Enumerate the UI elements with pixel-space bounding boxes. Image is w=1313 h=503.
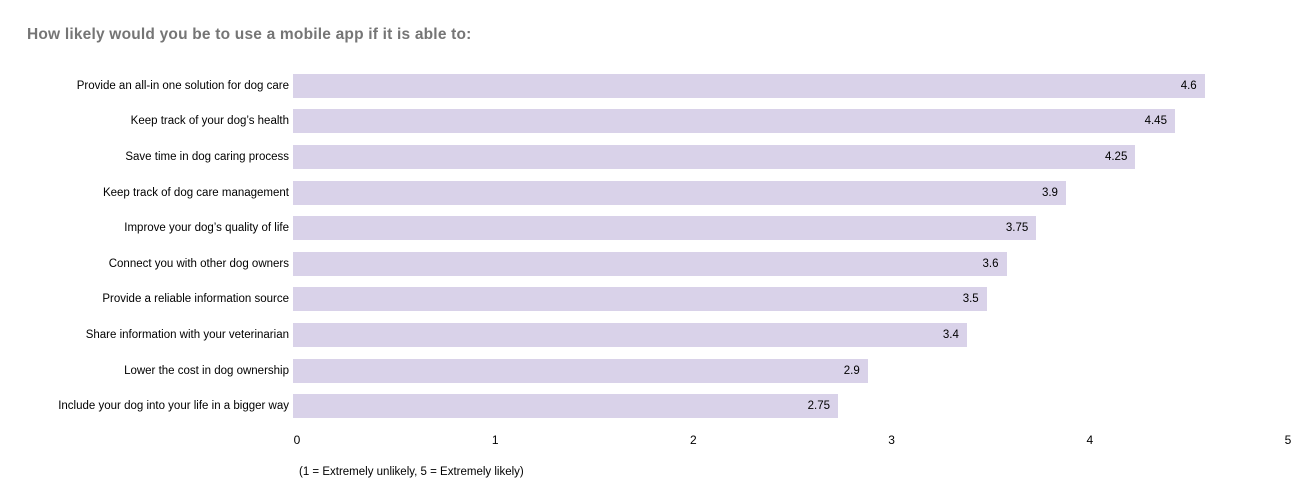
chart-row: Connect you with other dog owners 3.6: [27, 246, 1288, 282]
chart-row: Include your dog into your life in a big…: [27, 388, 1288, 424]
value-label: 3.9: [1041, 186, 1058, 199]
x-tick-label: 4: [1086, 433, 1094, 447]
bar-area: 4.45: [293, 109, 1284, 134]
bar: 3.9: [293, 180, 1066, 205]
x-tick-label: 2: [690, 433, 697, 447]
bar-area: 4.6: [293, 73, 1284, 98]
category-label: Keep track of your dog’s health: [130, 115, 289, 128]
chart-row: Save time in dog caring process 4.25: [27, 139, 1288, 175]
value-label: 3.6: [982, 257, 999, 270]
x-tick-label: 1: [491, 433, 499, 447]
value-label: 4.25: [1104, 150, 1128, 163]
category-label: Provide an all-in one solution for dog c…: [76, 79, 289, 92]
bar: 4.25: [293, 144, 1136, 169]
category-label: Share information with your veterinarian: [85, 328, 289, 341]
value-label: 3.4: [942, 328, 959, 341]
x-tick-label: 3: [888, 433, 895, 447]
value-label: 4.45: [1144, 115, 1167, 128]
bar: 2.9: [293, 358, 868, 383]
category-label: Connect you with other dog owners: [108, 257, 289, 270]
bar: 3.5: [293, 287, 987, 312]
bar: 3.6: [293, 251, 1007, 276]
value-label: 3.5: [962, 293, 979, 306]
x-tick-label: 0: [293, 433, 301, 447]
axis-footnote: (1 = Extremely unlikely, 5 = Extremely l…: [299, 466, 524, 478]
chart-row: Keep track of dog care management 3.9: [27, 175, 1288, 211]
bar-area: 3.6: [293, 251, 1284, 276]
bar: 3.4: [293, 322, 967, 347]
bar: 3.75: [293, 216, 1037, 241]
category-label: Keep track of dog care management: [102, 186, 289, 199]
bar: 2.75: [293, 394, 839, 419]
value-label: 2.75: [807, 400, 831, 413]
bar-area: 3.9: [293, 180, 1284, 205]
bar-area: 3.5: [293, 287, 1284, 312]
chart-row: Lower the cost in dog ownership 2.9: [27, 353, 1288, 389]
bar: 4.45: [293, 109, 1175, 134]
value-label: 2.9: [843, 364, 860, 377]
chart-row: Keep track of your dog’s health 4.45: [27, 104, 1288, 140]
value-label: 4.6: [1180, 79, 1197, 92]
category-label: Save time in dog caring process: [125, 150, 289, 163]
x-tick-label: 5: [1284, 433, 1292, 447]
value-label: 3.75: [1005, 222, 1029, 235]
bar-area: 3.75: [293, 216, 1284, 241]
chart-row: Provide a reliable information source 3.5: [27, 282, 1288, 318]
chart-title: How likely would you be to use a mobile …: [27, 26, 472, 43]
chart-row: Provide an all-in one solution for dog c…: [27, 68, 1288, 104]
category-label: Improve your dog’s quality of life: [124, 222, 289, 235]
category-label: Lower the cost in dog ownership: [124, 364, 289, 377]
bar: 4.6: [293, 73, 1205, 98]
bar-area: 4.25: [293, 144, 1284, 169]
chart-row: Share information with your veterinarian…: [27, 317, 1288, 353]
category-label: Include your dog into your life in a big…: [58, 400, 289, 413]
bar-area: 2.9: [293, 358, 1284, 383]
chart-rows: Provide an all-in one solution for dog c…: [27, 68, 1288, 424]
bar-area: 2.75: [293, 394, 1284, 419]
chart-row: Improve your dog’s quality of life 3.75: [27, 210, 1288, 246]
bar-area: 3.4: [293, 322, 1284, 347]
x-axis: 0 1 2 3 4 5: [293, 432, 1292, 448]
category-label: Provide a reliable information source: [102, 293, 289, 306]
